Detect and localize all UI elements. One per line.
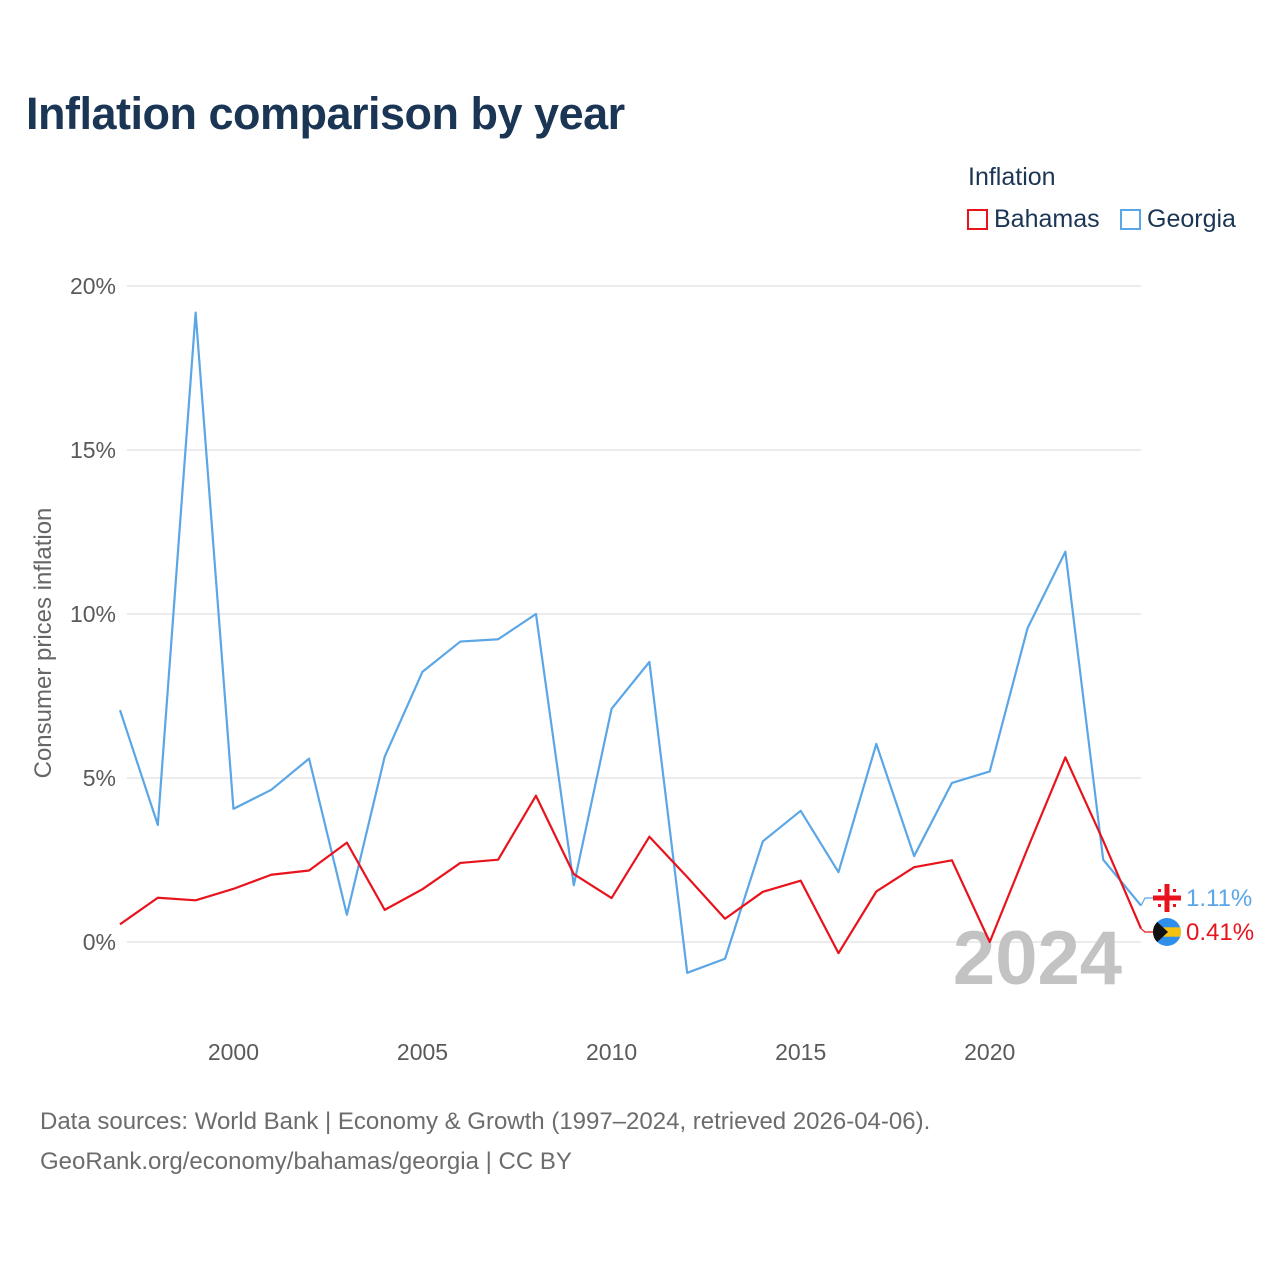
legend-label-georgia: Georgia [1147,205,1236,233]
chart-title: Inflation comparison by year [26,88,625,139]
georgia-flag-icon [1153,884,1181,912]
x-axis-ticks: 2000 2005 2010 2015 2020 [208,1039,1015,1065]
x-tick-label: 2015 [775,1039,826,1065]
y-tick-label: 15% [70,437,116,463]
y-tick-label: 0% [83,929,116,955]
bahamas-flag-icon [1153,918,1181,946]
end-labels: 0.41% 1.11% [1140,885,1254,946]
leader-line-georgia [1140,897,1153,906]
series-lines [118,311,1143,974]
y-axis-ticks: 0% 5% 10% 15% 20% [70,273,116,955]
x-tick-label: 2020 [964,1039,1015,1065]
end-label-georgia: 1.11% [1186,885,1252,912]
legend-item-georgia[interactable]: Georgia [1120,205,1236,234]
legend-swatch-bahamas [967,209,988,230]
leader-line-bahamas [1140,928,1153,933]
legend-title: Inflation [968,163,1056,191]
source-line-2[interactable]: GeoRank.org/economy/bahamas/georgia | CC… [40,1148,572,1175]
y-tick-label: 20% [70,273,116,299]
legend-item-bahamas[interactable]: Bahamas [967,205,1100,234]
x-tick-label: 2000 [208,1039,259,1065]
x-tick-label: 2010 [586,1039,637,1065]
source-line-1: Data sources: World Bank | Economy & Gro… [40,1108,931,1135]
y-tick-label: 10% [70,601,116,627]
y-tick-label: 5% [83,765,116,791]
legend-label-bahamas: Bahamas [994,205,1100,233]
series-line-georgia [118,311,1142,974]
x-tick-label: 2005 [397,1039,448,1065]
series-line-bahamas [119,756,1143,955]
grid [127,285,1141,943]
end-label-bahamas: 0.41% [1186,919,1254,946]
year-watermark: 2024 [953,916,1122,1001]
legend-swatch-georgia [1120,209,1141,230]
y-axis-label: Consumer prices inflation [30,508,57,779]
